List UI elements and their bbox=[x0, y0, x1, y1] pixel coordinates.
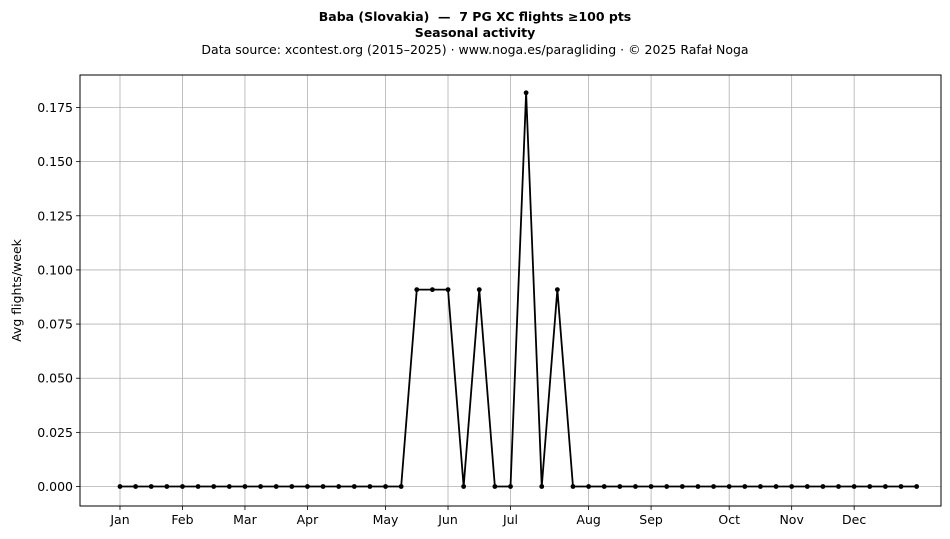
data-point bbox=[836, 484, 841, 489]
data-point bbox=[695, 484, 701, 489]
y-tick-label: 0.050 bbox=[37, 371, 73, 386]
data-point bbox=[664, 484, 670, 489]
data-point bbox=[258, 484, 263, 489]
data-point bbox=[148, 484, 154, 489]
data-point bbox=[195, 484, 201, 489]
x-tick-label: Mar bbox=[233, 512, 257, 527]
data-point bbox=[461, 484, 467, 489]
x-tick-label: Jan bbox=[109, 512, 129, 527]
y-tick-label: 0.025 bbox=[37, 425, 73, 440]
data-point bbox=[164, 484, 170, 489]
data-point bbox=[383, 484, 388, 489]
data-point bbox=[445, 287, 451, 293]
x-tick-label: Aug bbox=[576, 512, 600, 527]
data-point bbox=[351, 484, 357, 489]
data-point bbox=[679, 484, 685, 489]
data-point bbox=[851, 484, 857, 489]
data-point bbox=[305, 484, 310, 489]
data-point bbox=[617, 484, 623, 489]
data-point bbox=[117, 484, 123, 489]
data-point bbox=[180, 484, 185, 489]
data-point bbox=[539, 484, 545, 489]
chart-subtitle: Seasonal activity bbox=[414, 25, 536, 40]
chart-source-line: Data source: xcontest.org (2015–2025) · … bbox=[201, 42, 749, 57]
x-tick-label: Sep bbox=[639, 512, 663, 527]
x-tick-label: Feb bbox=[171, 512, 193, 527]
data-point bbox=[586, 484, 592, 489]
data-point bbox=[820, 484, 826, 489]
data-point bbox=[273, 484, 279, 489]
data-point bbox=[554, 287, 560, 293]
x-tick-label: Nov bbox=[779, 512, 804, 527]
data-point bbox=[601, 484, 607, 489]
y-tick-label: 0.100 bbox=[37, 262, 73, 277]
y-axis-label: Avg flights/week bbox=[9, 238, 24, 342]
data-point bbox=[758, 484, 763, 489]
data-point bbox=[398, 484, 404, 489]
data-point bbox=[742, 484, 748, 489]
x-tick-label: Oct bbox=[718, 512, 740, 527]
chart-title: Baba (Slovakia) — 7 PG XC flights ≥100 p… bbox=[318, 9, 632, 24]
data-point bbox=[804, 484, 810, 489]
y-tick-label: 0.000 bbox=[37, 479, 73, 494]
data-point bbox=[211, 484, 217, 489]
data-point bbox=[320, 484, 326, 489]
x-tick-label: Apr bbox=[297, 512, 319, 527]
data-point bbox=[633, 484, 638, 489]
data-point bbox=[898, 484, 904, 489]
y-tick-label: 0.125 bbox=[37, 208, 73, 223]
series-line bbox=[119, 91, 917, 488]
y-tick-label: 0.075 bbox=[37, 317, 73, 332]
series bbox=[117, 90, 920, 489]
data-point bbox=[226, 484, 232, 489]
data-point bbox=[133, 484, 139, 489]
x-axis: Jan Feb Mar Apr May Jun Jul Aug Sep Oct Nov Dec bbox=[109, 506, 866, 527]
y-tick-label: 0.150 bbox=[37, 154, 73, 169]
data-point bbox=[492, 484, 498, 489]
data-point bbox=[523, 90, 529, 96]
data-point bbox=[414, 287, 420, 293]
grid bbox=[80, 75, 941, 506]
x-tick-label: Jul bbox=[502, 512, 518, 527]
data-point bbox=[242, 484, 248, 489]
x-tick-label: Dec bbox=[842, 512, 866, 527]
data-point bbox=[336, 484, 342, 489]
data-point bbox=[789, 484, 795, 489]
data-point bbox=[867, 484, 873, 489]
x-tick-label: May bbox=[373, 512, 399, 527]
data-point bbox=[476, 287, 482, 293]
y-tick-label: 0.175 bbox=[37, 100, 73, 115]
data-point bbox=[429, 287, 435, 293]
data-point bbox=[914, 484, 920, 489]
data-point bbox=[711, 484, 716, 489]
data-point bbox=[773, 484, 779, 489]
data-point bbox=[726, 484, 732, 489]
data-point bbox=[882, 484, 888, 489]
y-axis: 0.000 0.025 0.050 0.075 0.100 0.125 0.150 0.175 bbox=[37, 100, 80, 494]
chart-title-block: Baba (Slovakia) — 7 PG XC flights ≥100 p… bbox=[0, 9, 950, 59]
data-point bbox=[367, 484, 373, 489]
data-point bbox=[508, 484, 513, 489]
data-point bbox=[648, 484, 654, 489]
data-point bbox=[289, 484, 295, 489]
x-tick-label: Jun bbox=[437, 512, 458, 527]
data-point bbox=[570, 484, 576, 489]
